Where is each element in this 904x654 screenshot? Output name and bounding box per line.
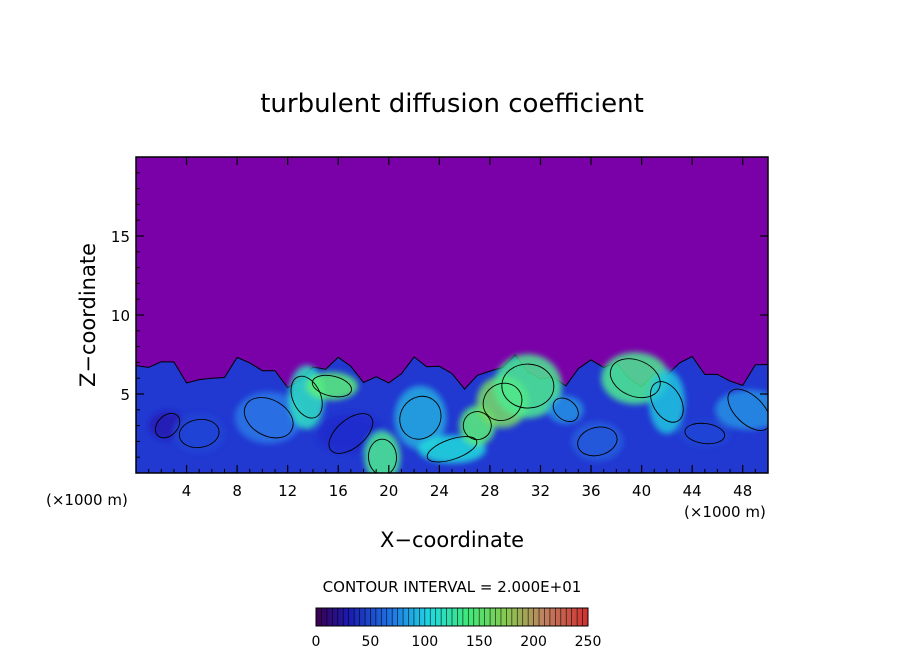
x-tick-label: 36 [581, 482, 600, 500]
y-axis-label: Z−coordinate [76, 243, 100, 387]
eddy-13 [571, 421, 624, 462]
x-tick-label: 48 [733, 482, 752, 500]
colorbar-tick-label: 0 [312, 634, 321, 650]
y-tick-label: 5 [120, 386, 130, 404]
colorbar-tick-label: 100 [411, 634, 438, 650]
eddy-contour-5 [328, 413, 374, 454]
eddy-contour-9 [462, 411, 492, 441]
x-axis-ticks: 4 8 12 16 20 24 28 32 36 40 44 48 [148, 157, 756, 500]
y-tick-label: 10 [111, 307, 130, 325]
eddy-contour-15 [650, 381, 684, 423]
eddy-4 [305, 372, 358, 401]
y-tick-label: 15 [111, 228, 130, 246]
eddy-contour-10 [482, 382, 523, 422]
x-tick-label: 20 [379, 482, 398, 500]
eddy-contour-14 [609, 358, 661, 399]
colorbar-tick-label: 50 [361, 634, 379, 650]
colorbar-tick-label: 150 [466, 634, 493, 650]
eddy-contour-16 [684, 422, 726, 445]
eddy-contour-0 [154, 412, 181, 439]
x-tick-label: 4 [182, 482, 192, 500]
colorbar-tick-label: 250 [575, 634, 602, 650]
eddy-17 [715, 389, 768, 430]
chart-title: turbulent diffusion coefficient [260, 89, 644, 119]
colorbar: 0 50 100 150 200 250 [312, 607, 602, 650]
y-axis-ticks: 5 10 15 [111, 172, 768, 458]
eddy-contour-2 [243, 397, 294, 439]
eddy-contour-11 [501, 363, 555, 409]
eddy-6 [364, 431, 401, 473]
x-tick-label: 8 [232, 482, 242, 500]
turbulence-field [136, 352, 768, 473]
eddy-contour-7 [399, 395, 442, 440]
x-tick-label: 24 [430, 482, 449, 500]
contour-interval-label: CONTOUR INTERVAL = 2.000E+01 [323, 578, 582, 596]
eddy-contour-13 [577, 426, 618, 457]
eddy-contour-12 [552, 397, 579, 422]
eddy-16 [678, 419, 731, 448]
x-tick-label: 28 [480, 482, 499, 500]
eddy-2 [234, 391, 303, 444]
x-tick-label: 40 [632, 482, 651, 500]
eddy-12 [547, 395, 584, 424]
x-tick-label: 44 [683, 482, 702, 500]
x-tick-label: 16 [329, 482, 348, 500]
x-tick-label: 12 [278, 482, 297, 500]
x-tick-label: 32 [531, 482, 550, 500]
eddy-contour-1 [178, 418, 220, 449]
x-axis-label: X−coordinate [380, 528, 524, 552]
eddy-contour-8 [426, 436, 478, 463]
eddy-contour-6 [368, 438, 397, 473]
eddy-contour-4 [311, 374, 352, 398]
x-unit-right: (×1000 m) [684, 503, 766, 521]
x-unit-left: (×1000 m) [46, 491, 128, 509]
colorbar-ticks: 0 50 100 150 200 250 [312, 634, 602, 650]
eddy-15 [648, 369, 685, 434]
colorbar-contour-lines [315, 608, 589, 626]
colorbar-tick-label: 200 [520, 634, 547, 650]
